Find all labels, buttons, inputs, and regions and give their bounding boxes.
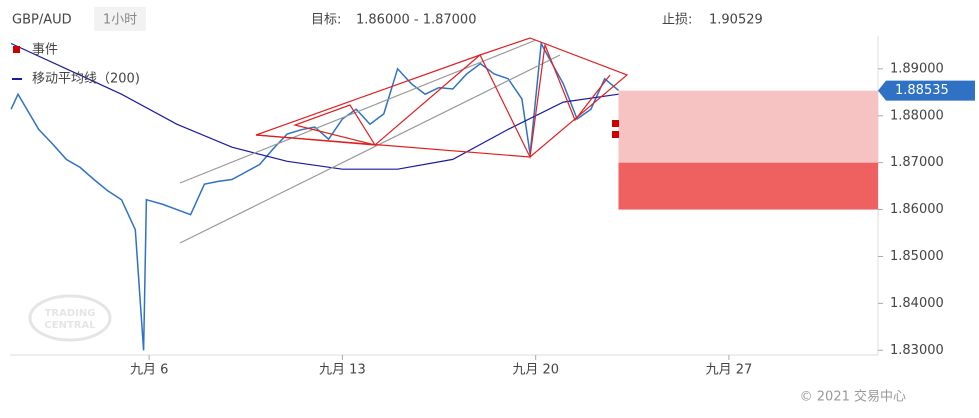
y-tick-label: 1.86000: [890, 202, 944, 217]
stop-label: 止损:: [662, 13, 692, 28]
series-line: [10, 42, 619, 170]
series-line: [10, 40, 619, 351]
legend-entry: 移动平均线（200): [32, 72, 140, 87]
x-tick-label: 九月 27: [706, 363, 753, 378]
price-tag: [878, 80, 975, 101]
svg-text:TRADING: TRADING: [45, 308, 96, 319]
y-tick-label: 1.88000: [890, 108, 944, 123]
legend-entry: 事件: [32, 43, 58, 58]
interval[interactable]: 1小时: [103, 13, 137, 28]
y-tick-label: 1.85000: [890, 249, 944, 264]
y-tick-label: 1.87000: [890, 155, 944, 170]
target-label: 目标:: [311, 13, 341, 28]
event-marker[interactable]: [612, 131, 619, 138]
current-zone: [618, 90, 878, 163]
target-zone: [618, 162, 878, 210]
interval-box[interactable]: [94, 7, 146, 31]
watermark: TRADING CENTRAL: [28, 294, 112, 342]
plot-area: 1.83000 1.84000 1.85000 1.86000 1.87000 1.880…: [10, 36, 975, 378]
price-tag-label: 1.88535: [895, 83, 949, 98]
event-marker[interactable]: [612, 120, 619, 127]
y-tick-label: 1.89000: [890, 61, 944, 76]
svg-text:CENTRAL: CENTRAL: [44, 320, 96, 331]
x-tick-label: 九月 13: [319, 363, 366, 378]
x-tick-label: 九月 6: [130, 363, 168, 378]
footer: © 2021 交易中心: [800, 389, 906, 405]
y-tick-label: 1.83000: [890, 343, 944, 358]
symbol: GBP/AUD: [12, 13, 72, 28]
pattern-lines: [179, 37, 629, 244]
stop-text: 1.90529: [709, 13, 763, 28]
target-text: 1.86000 - 1.87000: [356, 13, 476, 28]
legend-swatch: [13, 46, 20, 53]
x-tick-label: 九月 20: [512, 363, 559, 378]
y-tick-label: 1.84000: [890, 296, 944, 311]
